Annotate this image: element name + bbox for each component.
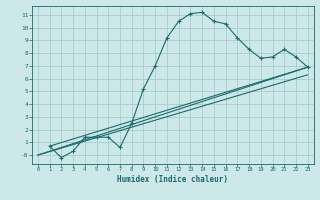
- X-axis label: Humidex (Indice chaleur): Humidex (Indice chaleur): [117, 175, 228, 184]
